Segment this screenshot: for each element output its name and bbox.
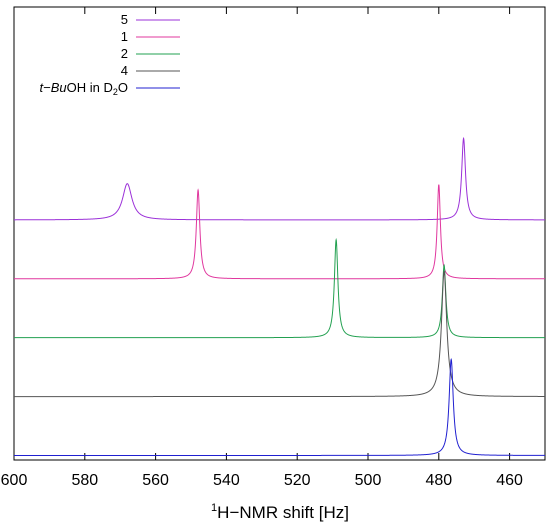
legend-label-4: t−BuOH in D2O <box>40 80 128 97</box>
x-tick-label: 480 <box>425 472 452 489</box>
series-line-2 <box>14 237 545 339</box>
legend-label-part: 5 <box>121 12 128 27</box>
legend-label-part: 2 <box>113 87 118 97</box>
x-axis-label-superscript: 1 <box>211 502 217 514</box>
legend-label-0: 5 <box>121 12 128 27</box>
x-tick-label: 600 <box>1 472 28 489</box>
legend-label-part: 4 <box>121 63 128 78</box>
legend-label-part: t−Bu <box>40 80 67 95</box>
series-line-1 <box>14 184 546 280</box>
x-axis-ticks: 600 580 560 540 520 500 480 460 <box>1 7 523 489</box>
legend-label-2: 2 <box>121 46 128 61</box>
x-tick-label: 460 <box>496 472 523 489</box>
x-tick-label: 540 <box>213 472 240 489</box>
x-tick-label: 500 <box>355 472 382 489</box>
legend-label-part: OH in D <box>67 80 113 95</box>
x-axis-label: 1H−NMR shift [Hz] <box>211 502 349 522</box>
x-axis-label-main: H−NMR shift [Hz] <box>217 503 349 522</box>
legend-label-3: 4 <box>121 63 128 78</box>
legend-label-part: O <box>118 80 128 95</box>
x-tick-label: 560 <box>142 472 169 489</box>
plot-frame <box>13 6 546 461</box>
series-line-3 <box>14 270 545 398</box>
series-line-0 <box>14 136 545 221</box>
series-line-4 <box>14 357 545 456</box>
x-tick-label: 580 <box>71 472 98 489</box>
x-tick-label: 520 <box>284 472 311 489</box>
legend-label-1: 1 <box>121 29 128 44</box>
series-layer <box>14 136 546 456</box>
legend-label-part: 2 <box>121 46 128 61</box>
legend-label-part: 1 <box>121 29 128 44</box>
